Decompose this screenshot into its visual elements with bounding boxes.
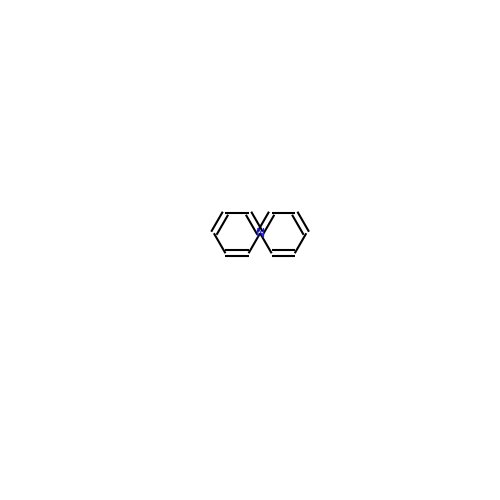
Text: N: N bbox=[256, 227, 265, 240]
